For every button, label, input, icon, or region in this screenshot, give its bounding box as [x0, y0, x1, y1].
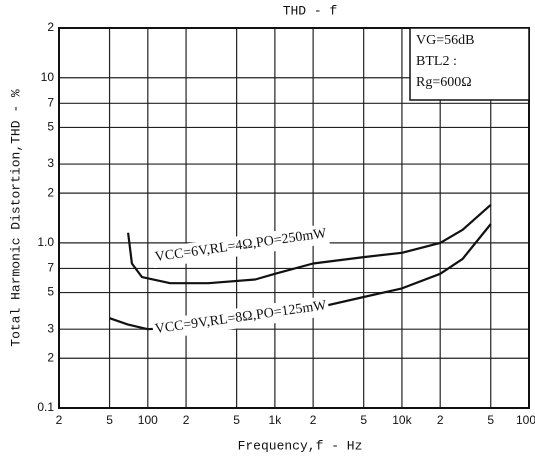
label-bg — [151, 295, 330, 341]
y-tick-label: 3 — [47, 156, 54, 170]
annotation-box — [409, 27, 530, 101]
x-tick-label: 5 — [487, 413, 494, 427]
y-tick-label: 3 — [47, 321, 54, 335]
x-tick-label: 2 — [310, 413, 317, 427]
y-tick-label: 10 — [41, 70, 55, 84]
x-axis-label: Frequency,f - Hz — [238, 438, 363, 453]
y-tick-label: 2 — [47, 20, 54, 34]
chart-title: THD - f — [283, 3, 338, 18]
y-tick-label: 7 — [47, 95, 54, 109]
annotation: BTL2 : — [416, 54, 457, 69]
y-tick-label: 0.1 — [37, 400, 54, 414]
x-tick-label: 100k — [516, 413, 535, 427]
x-tick-label: 10k — [392, 413, 412, 427]
x-tick-label: 2 — [437, 413, 444, 427]
y-tick-label: 2 — [47, 185, 54, 199]
x-tick-label: 2 — [56, 413, 63, 427]
x-tick-label: 1k — [269, 413, 283, 427]
y-tick-label: 2 — [47, 350, 54, 364]
x-tick-label: 5 — [233, 413, 240, 427]
x-tick-label: 5 — [360, 413, 367, 427]
x-tick-label: 5 — [106, 413, 113, 427]
y-tick-label: 5 — [47, 285, 54, 299]
series-line — [127, 203, 492, 285]
y-tick-label: 7 — [47, 261, 54, 275]
annotation: Rg=600Ω — [416, 75, 472, 90]
y-tick-label: 1.0 — [37, 235, 54, 249]
x-tick-label: 100 — [138, 413, 158, 427]
y-tick-label: 5 — [47, 120, 54, 134]
plot-frame — [58, 27, 530, 409]
x-tick-label: 2 — [183, 413, 190, 427]
annotation: VG=56dB — [416, 33, 474, 48]
label-bg — [151, 223, 330, 269]
y-axis-label: Total Harmonic Distortion,THD - % — [8, 89, 23, 347]
